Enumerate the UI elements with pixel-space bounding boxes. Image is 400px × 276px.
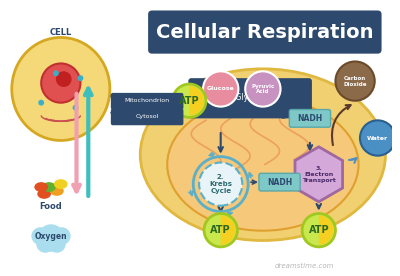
Circle shape: [173, 84, 206, 117]
Text: Pyruvic
Acid: Pyruvic Acid: [251, 84, 274, 94]
Circle shape: [56, 71, 72, 87]
Circle shape: [53, 70, 59, 76]
Circle shape: [203, 71, 238, 107]
Circle shape: [38, 100, 44, 106]
Text: Mitochondrion: Mitochondrion: [124, 98, 170, 103]
Text: Cytosol: Cytosol: [136, 114, 159, 119]
Text: ATP: ATP: [179, 96, 200, 106]
Wedge shape: [221, 216, 236, 245]
Text: Oxygen: Oxygen: [35, 232, 67, 241]
Circle shape: [31, 227, 49, 245]
Circle shape: [37, 224, 65, 252]
Circle shape: [48, 235, 66, 253]
Text: 2.
Krebs
Cycle: 2. Krebs Cycle: [209, 174, 232, 194]
Text: dreamstime.com: dreamstime.com: [274, 262, 334, 269]
Text: Glucose: Glucose: [207, 86, 234, 91]
Ellipse shape: [42, 182, 56, 192]
FancyBboxPatch shape: [148, 10, 382, 54]
Text: 1. Glycolysis: 1. Glycolysis: [226, 93, 274, 102]
Ellipse shape: [50, 186, 64, 196]
Circle shape: [36, 235, 54, 253]
Wedge shape: [319, 216, 334, 245]
FancyBboxPatch shape: [111, 108, 184, 125]
Ellipse shape: [140, 69, 386, 240]
Circle shape: [245, 71, 280, 107]
Circle shape: [41, 63, 80, 103]
Text: ATP: ATP: [308, 225, 329, 235]
Text: NADH: NADH: [297, 114, 322, 123]
FancyBboxPatch shape: [259, 173, 300, 191]
Circle shape: [302, 214, 336, 247]
Circle shape: [204, 214, 237, 247]
Ellipse shape: [12, 38, 110, 140]
Circle shape: [72, 105, 78, 110]
Polygon shape: [295, 147, 342, 202]
Text: NADH: NADH: [267, 178, 292, 187]
Ellipse shape: [54, 179, 68, 189]
Ellipse shape: [34, 182, 48, 192]
FancyBboxPatch shape: [289, 110, 330, 127]
Text: CELL: CELL: [50, 28, 72, 36]
Wedge shape: [189, 86, 204, 115]
Ellipse shape: [167, 98, 358, 231]
Text: ATP: ATP: [210, 225, 231, 235]
Text: Water: Water: [367, 136, 388, 140]
Text: Carbon
Dioxide: Carbon Dioxide: [343, 76, 367, 86]
Circle shape: [336, 62, 375, 101]
Text: 3.
Electron
Transport: 3. Electron Transport: [302, 166, 336, 183]
Circle shape: [199, 163, 242, 206]
Ellipse shape: [37, 189, 51, 199]
Text: Food: Food: [40, 202, 62, 211]
Circle shape: [78, 75, 83, 81]
Circle shape: [360, 120, 395, 156]
Circle shape: [53, 227, 71, 245]
FancyBboxPatch shape: [188, 78, 312, 118]
FancyBboxPatch shape: [111, 93, 184, 110]
Text: Cellular Respiration: Cellular Respiration: [156, 23, 374, 42]
